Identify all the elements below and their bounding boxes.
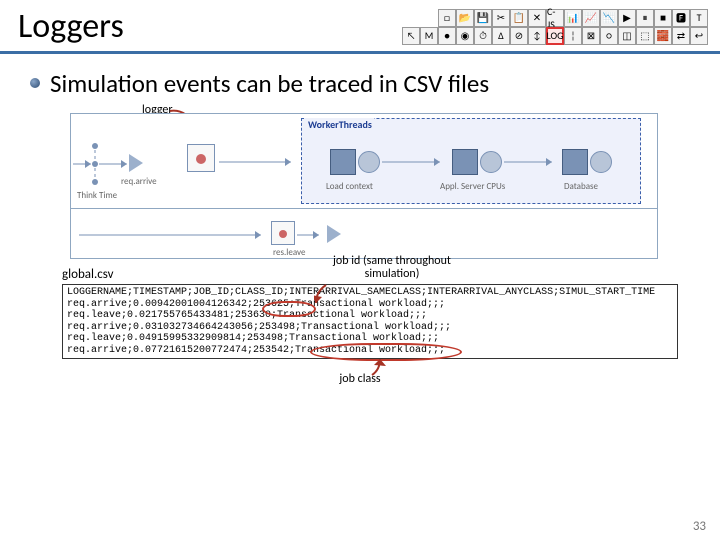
toolbar-button[interactable]: ▶ bbox=[618, 9, 636, 27]
toolbar-button[interactable]: ✂ bbox=[492, 9, 510, 27]
req-arrive-label: req.arrive bbox=[121, 176, 157, 187]
toolbar-button[interactable]: ↩ bbox=[690, 27, 708, 45]
database-label: Database bbox=[564, 181, 598, 192]
toolbar-button[interactable]: ◉ bbox=[456, 27, 474, 45]
toolbar-button[interactable]: 📋 bbox=[510, 9, 528, 27]
page-number: 33 bbox=[693, 519, 706, 534]
worker-threads-label: WorkerThreads bbox=[306, 118, 374, 131]
bullet-icon bbox=[30, 78, 40, 88]
csv-area: global.csv job id (same throughout simul… bbox=[62, 267, 678, 359]
toolbar-button[interactable]: 📈 bbox=[582, 9, 600, 27]
simulation-diagram: logger Think Time req.arrive bbox=[70, 113, 658, 259]
model-region-bottom: res.leave bbox=[70, 209, 658, 259]
toolbar-button[interactable]: □ bbox=[438, 9, 456, 27]
node-logger-bottom bbox=[271, 221, 295, 245]
node-logger-top bbox=[187, 144, 215, 172]
toolbar-button[interactable]: ⏱ bbox=[474, 27, 492, 45]
toolbar-button[interactable]: ∆ bbox=[492, 27, 510, 45]
toolbar-button[interactable]: T bbox=[690, 9, 708, 27]
model-region-top: Think Time req.arrive WorkerThreads Load… bbox=[70, 113, 658, 209]
connector-mid bbox=[219, 156, 299, 168]
toolbar: □📂💾✂📋✕C-JS📊📈📉▶⏸■🅵T ↖M●◉⏱∆⊘↕LOG¦⊠○◫⬚🧱⇄↩ bbox=[408, 9, 708, 45]
toolbar-button[interactable]: ⊠ bbox=[582, 27, 600, 45]
toolbar-button[interactable]: ■ bbox=[654, 9, 672, 27]
red-arrow-jobclass bbox=[362, 357, 386, 377]
toolbar-button[interactable]: M bbox=[420, 27, 438, 45]
toolbar-button[interactable]: ⏸ bbox=[636, 9, 654, 27]
connector-bottom-left bbox=[79, 229, 269, 241]
toolbar-button[interactable]: ○ bbox=[600, 27, 618, 45]
toolbar-logger-button[interactable]: LOG bbox=[546, 27, 564, 45]
slide-header: Loggers □📂💾✂📋✕C-JS📊📈📉▶⏸■🅵T ↖M●◉⏱∆⊘↕LOG¦⊠… bbox=[0, 0, 720, 54]
toolbar-button[interactable]: 🅵 bbox=[672, 9, 690, 27]
toolbar-button[interactable]: 🧱 bbox=[654, 27, 672, 45]
node-db-circle bbox=[590, 151, 612, 173]
node-load-context-circle bbox=[358, 151, 380, 173]
toolbar-button[interactable]: 📊 bbox=[564, 9, 582, 27]
toolbar-button[interactable]: ¦ bbox=[564, 27, 582, 45]
toolbar-button[interactable]: ⊘ bbox=[510, 27, 528, 45]
job-class-annotation: job class bbox=[320, 373, 400, 386]
toolbar-button[interactable]: ↕ bbox=[528, 27, 546, 45]
bullet-row: Simulation events can be traced in CSV f… bbox=[30, 68, 698, 99]
toolbar-button[interactable]: ◫ bbox=[618, 27, 636, 45]
toolbar-button[interactable]: ⇄ bbox=[672, 27, 690, 45]
node-appl-box bbox=[452, 149, 478, 175]
jobclass-circle-icon bbox=[310, 343, 462, 361]
toolbar-button[interactable]: ⬚ bbox=[636, 27, 654, 45]
red-arrow-jobid bbox=[314, 283, 344, 307]
res-leave-label: res.leave bbox=[273, 247, 305, 258]
jobid-circle-icon bbox=[262, 301, 316, 317]
job-id-annotation: job id (same throughout simulation) bbox=[312, 255, 472, 281]
toolbar-button[interactable]: 💾 bbox=[474, 9, 492, 27]
page-title: Loggers bbox=[18, 6, 124, 47]
toolbar-button[interactable]: C-JS bbox=[546, 9, 564, 27]
appl-server-label: Appl. Server CPUs bbox=[440, 181, 505, 192]
toolbar-button[interactable]: 📂 bbox=[456, 9, 474, 27]
node-sink bbox=[327, 225, 341, 243]
toolbar-button[interactable]: 📉 bbox=[600, 9, 618, 27]
think-time-label: Think Time bbox=[77, 190, 117, 201]
node-db-box bbox=[562, 149, 588, 175]
toolbar-button[interactable]: ✕ bbox=[528, 9, 546, 27]
toolbar-button[interactable]: ● bbox=[438, 27, 456, 45]
load-context-label: Load context bbox=[326, 181, 373, 192]
bullet-text: Simulation events can be traced in CSV f… bbox=[50, 68, 489, 99]
toolbar-button[interactable]: ↖ bbox=[402, 27, 420, 45]
slide-body: Simulation events can be traced in CSV f… bbox=[0, 54, 720, 359]
node-source bbox=[129, 154, 143, 172]
node-load-context-box bbox=[330, 149, 356, 175]
node-appl-circle bbox=[480, 151, 502, 173]
worker-threads-group: WorkerThreads Load context Appl. Server … bbox=[301, 118, 641, 204]
